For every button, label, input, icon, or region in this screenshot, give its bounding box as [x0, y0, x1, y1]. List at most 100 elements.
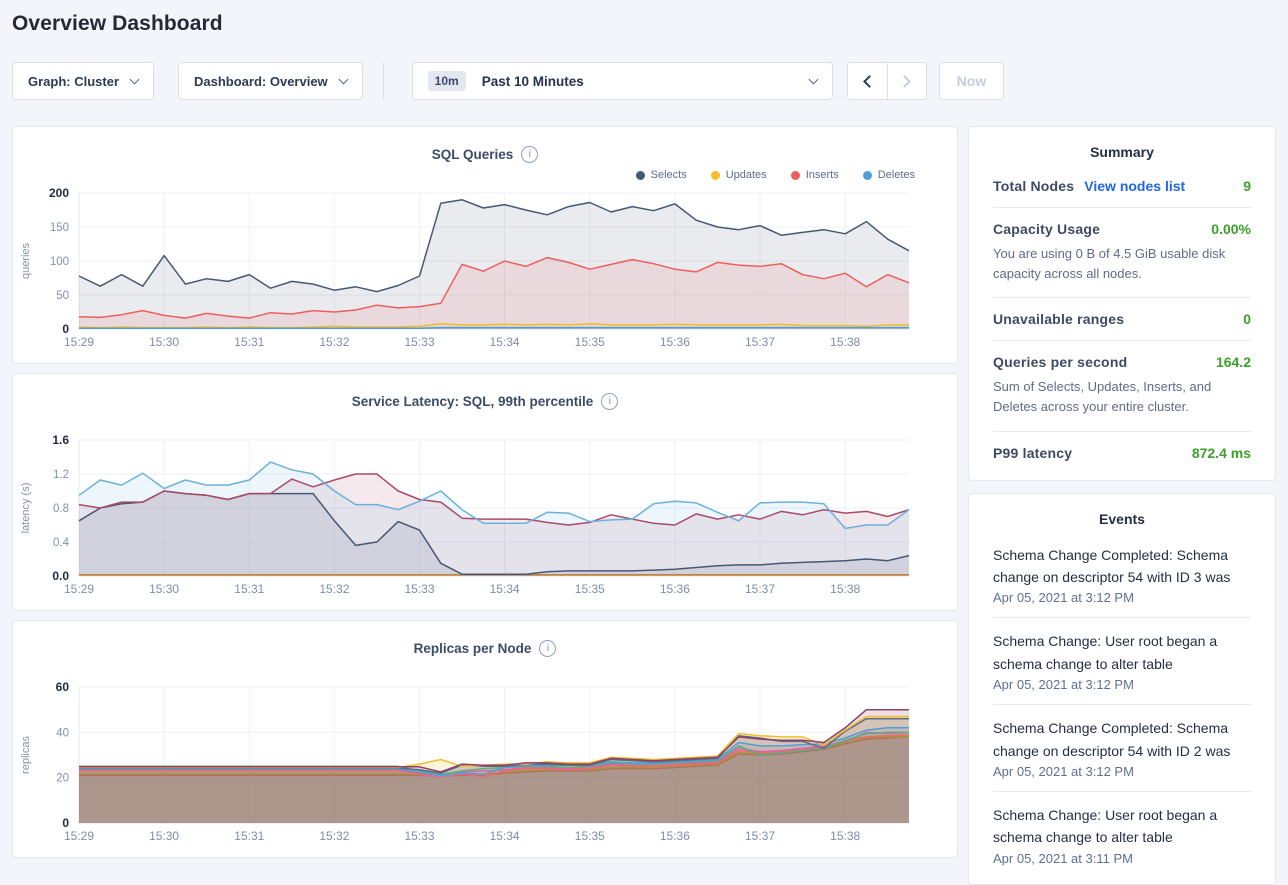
- event-text: Schema Change Completed: Schema change o…: [993, 546, 1231, 585]
- legend-item[interactable]: Inserts: [790, 169, 839, 181]
- svg-text:15:34: 15:34: [490, 335, 520, 349]
- info-icon[interactable]: i: [601, 392, 619, 410]
- legend-dot-icon: [790, 170, 800, 180]
- next-time-button[interactable]: [886, 63, 926, 99]
- svg-text:15:37: 15:37: [745, 582, 775, 596]
- info-icon[interactable]: i: [539, 639, 557, 657]
- chevron-down-icon: [129, 74, 140, 85]
- svg-text:40: 40: [56, 727, 69, 739]
- summary-item: Total Nodes View nodes list 9: [993, 165, 1251, 207]
- summary-item-description: You are using 0 B of 4.5 GiB usable disk…: [993, 246, 1226, 282]
- chevron-left-icon: [862, 74, 876, 88]
- summary-item-value: 0: [1243, 311, 1251, 328]
- svg-text:1.6: 1.6: [52, 433, 69, 447]
- svg-text:15:32: 15:32: [319, 829, 349, 843]
- svg-text:15:31: 15:31: [234, 582, 264, 596]
- summary-item-value: 872.4 ms: [1191, 444, 1251, 461]
- svg-text:1.2: 1.2: [53, 469, 69, 481]
- svg-text:15:31: 15:31: [234, 335, 264, 349]
- legend-label: Inserts: [805, 169, 839, 181]
- event-text: Schema Change Completed: Schema change o…: [993, 720, 1231, 759]
- replicas-per-node-title: Replicas per Node: [413, 640, 532, 656]
- summary-item-title: Capacity Usage: [993, 221, 1101, 237]
- legend-label: Updates: [725, 169, 767, 181]
- time-range-label: Past 10 Minutes: [481, 73, 584, 89]
- sql-queries-legend: Selects Updates Inserts Deletes: [13, 165, 957, 185]
- svg-text:15:35: 15:35: [575, 582, 605, 596]
- sql-queries-plot[interactable]: 0 50 100 150 200 15:29 15:30 15:31 15:32 15:33 15:…: [13, 185, 957, 361]
- previous-time-button[interactable]: [847, 63, 887, 99]
- time-range-dropdown[interactable]: 10m Past 10 Minutes: [411, 62, 833, 100]
- svg-text:latency (s): latency (s): [20, 483, 32, 534]
- replicas-per-node-legend: [13, 659, 957, 679]
- events-panel: Events Schema Change Completed: Schema c…: [968, 492, 1276, 885]
- event-timestamp: Apr 05, 2021 at 3:11 PM: [993, 850, 1133, 866]
- chevron-down-icon: [808, 74, 819, 89]
- charts-column: SQL Queries i Selects Updates Inserts Deletes…: [12, 126, 958, 858]
- summary-item-value: 164.2: [1215, 354, 1251, 371]
- legend-dot-icon: [862, 170, 872, 180]
- svg-text:15:31: 15:31: [234, 829, 264, 843]
- summary-item-title: Unavailable ranges: [993, 311, 1125, 328]
- svg-text:15:30: 15:30: [149, 335, 179, 349]
- event-timestamp: Apr 05, 2021 at 3:12 PM: [993, 677, 1134, 693]
- svg-text:replicas: replicas: [20, 736, 32, 774]
- summary-panel: Summary Total Nodes View nodes list 9 Capac…: [968, 126, 1276, 481]
- toolbar-divider: [382, 63, 384, 99]
- replicas-per-node-panel: Replicas per Node i 0 20 40 60 15:29 15:30 15:31…: [12, 620, 958, 858]
- info-icon[interactable]: i: [521, 145, 539, 163]
- summary-item-value: 9: [1243, 178, 1251, 194]
- graph-dropdown[interactable]: Graph: Cluster: [12, 62, 155, 100]
- sql-queries-title: SQL Queries: [431, 146, 514, 162]
- service-latency-title: Service Latency: SQL, 99th percentile: [351, 393, 594, 409]
- svg-text:queries: queries: [20, 242, 32, 279]
- svg-text:15:36: 15:36: [660, 335, 690, 349]
- svg-text:15:37: 15:37: [745, 335, 775, 349]
- svg-text:0.4: 0.4: [53, 537, 70, 549]
- service-latency-panel: Service Latency: SQL, 99th percentile i 0.…: [12, 373, 958, 611]
- event-item: Schema Change Completed: Schema change o…: [993, 704, 1251, 791]
- svg-text:0: 0: [62, 322, 69, 336]
- legend-item[interactable]: Updates: [710, 169, 767, 181]
- sidebar: Summary Total Nodes View nodes list 9 Capac…: [968, 126, 1276, 885]
- dashboard-dropdown-label: Dashboard: Overview: [194, 73, 328, 89]
- service-latency-plot[interactable]: 0.0 0.4 0.8 1.2 1.6 15:29 15:30 15:31 15:32 15:33…: [13, 432, 957, 608]
- legend-item[interactable]: Selects: [635, 169, 687, 181]
- svg-text:15:30: 15:30: [149, 582, 179, 596]
- svg-text:60: 60: [56, 680, 70, 694]
- time-range-badge: 10m: [427, 71, 466, 91]
- svg-text:150: 150: [50, 222, 69, 234]
- legend-item[interactable]: Deletes: [862, 169, 915, 181]
- dashboard-dropdown[interactable]: Dashboard: Overview: [178, 62, 363, 100]
- view-nodes-list-link[interactable]: View nodes list: [1084, 178, 1186, 194]
- time-step-buttons: [846, 62, 927, 100]
- svg-text:100: 100: [50, 256, 69, 268]
- svg-text:15:30: 15:30: [149, 829, 179, 843]
- graph-dropdown-label: Graph: Cluster: [28, 73, 120, 89]
- summary-item-title: Queries per second: [993, 354, 1128, 371]
- event-text: Schema Change: User root began a schema …: [993, 633, 1218, 672]
- summary-item: P99 latency 872.4 ms: [993, 430, 1251, 474]
- svg-text:15:33: 15:33: [404, 829, 434, 843]
- svg-text:15:36: 15:36: [660, 582, 690, 596]
- summary-item: Queries per second 164.2 Sum of Selects, U…: [993, 340, 1251, 430]
- page-title: Overview Dashboard: [12, 12, 223, 35]
- svg-text:0.8: 0.8: [53, 503, 69, 515]
- event-item: Schema Change Completed: Schema change o…: [993, 532, 1251, 618]
- chevron-down-icon: [338, 74, 349, 85]
- summary-item-description: Sum of Selects, Updates, Inserts, and De…: [993, 379, 1212, 415]
- svg-text:0: 0: [62, 816, 69, 830]
- svg-text:15:35: 15:35: [575, 829, 605, 843]
- sql-queries-panel: SQL Queries i Selects Updates Inserts Deletes…: [12, 126, 958, 364]
- summary-item: Capacity Usage 0.00% You are using 0 B of …: [993, 207, 1251, 297]
- event-item: Schema Change: User root began a schema …: [993, 790, 1251, 878]
- svg-text:15:38: 15:38: [830, 335, 860, 349]
- now-button[interactable]: Now: [938, 62, 1005, 100]
- replicas-per-node-plot[interactable]: 0 20 40 60 15:29 15:30 15:31 15:32 15:33 15:34 15:…: [13, 679, 957, 855]
- overview-dashboard-page: Overview Dashboard Graph: Cluster Dashbo…: [0, 12, 1288, 885]
- svg-text:15:33: 15:33: [404, 335, 434, 349]
- event-text: Schema Change: User root began a schema …: [993, 806, 1218, 846]
- event-timestamp: Apr 05, 2021 at 3:12 PM: [993, 763, 1134, 779]
- summary-item-title: Total Nodes: [993, 178, 1075, 194]
- svg-text:15:38: 15:38: [830, 829, 860, 843]
